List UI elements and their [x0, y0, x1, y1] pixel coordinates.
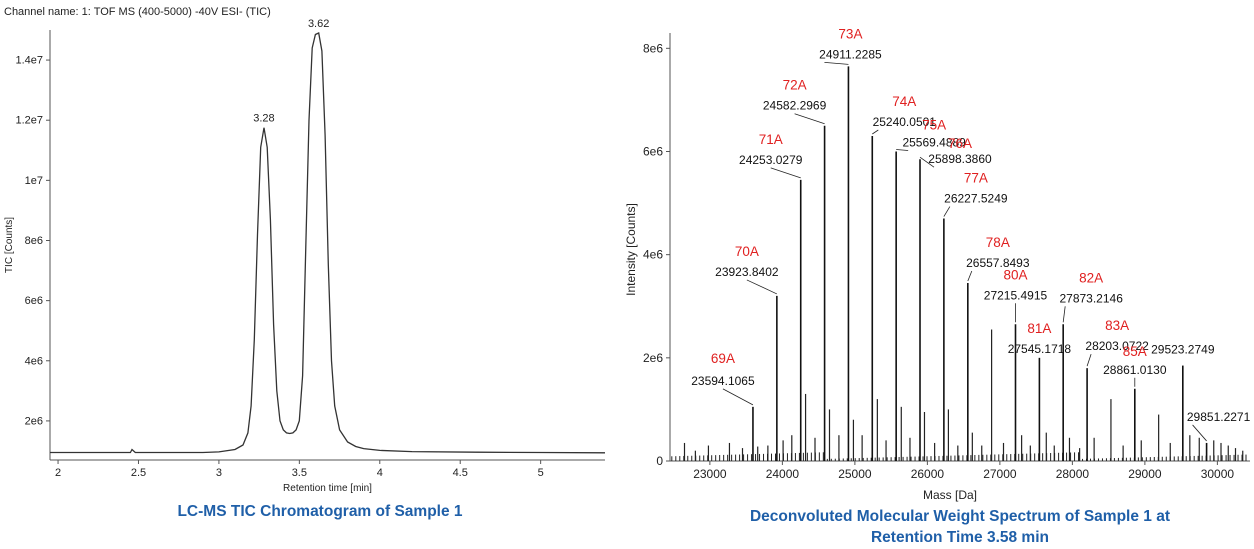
- peak-leader-line: [967, 270, 973, 282]
- y-axis-title: TIC [Counts]: [4, 217, 15, 273]
- y-tick-label: 4e6: [643, 248, 663, 262]
- peak-leader-line: [824, 61, 849, 65]
- peak-mass-label: 28861.0130: [1103, 363, 1167, 377]
- peak-leader-line: [896, 149, 909, 151]
- tic-chromatogram-chart: 2e6 4e6 6e6 8e6 1e7 1.2e7 1.4e7 2 2.5 3 3.5 4 4.5 5 Re…: [4, 18, 606, 494]
- peak-label: 3.62: [308, 18, 329, 30]
- peak-mass-label: 23594.1065: [691, 374, 755, 388]
- y-axis-title: Intensity [Counts]: [624, 203, 638, 296]
- peak-mass-label: 28203.0722: [1085, 339, 1149, 353]
- peak-label: 3.28: [253, 113, 274, 125]
- peak-mass-label: 26227.5249: [944, 192, 1008, 206]
- x-tick-label: 3: [216, 467, 222, 479]
- tic-chart-caption: LC-MS TIC Chromatogram of Sample 1: [177, 503, 463, 520]
- peak-mass-label: 27873.2146: [1059, 291, 1123, 305]
- y-tick-label: 1e7: [25, 175, 43, 187]
- peak-mass-label: 25569.4889: [902, 135, 966, 149]
- peak-charge-tag: 72A: [783, 78, 807, 93]
- y-tick-label: 2e6: [643, 351, 663, 365]
- peak-charge-tag: 83A: [1105, 318, 1129, 333]
- peak-charge-tag: 81A: [1027, 321, 1051, 336]
- peak-mass-label: 26557.8493: [966, 256, 1030, 270]
- peak-charge-tag: 69A: [711, 351, 735, 366]
- channel-name-header: Channel name: 1: TOF MS (400-5000) -40V …: [4, 6, 271, 18]
- x-tick-label: 3.5: [292, 467, 307, 479]
- x-tick-label: 25000: [838, 467, 872, 481]
- peak-leader-line: [746, 279, 778, 295]
- peak-leader-line: [943, 206, 951, 217]
- y-tick-label: 6e6: [25, 295, 43, 307]
- x-tick-label: 4: [377, 467, 383, 479]
- peak-mass-label: 24253.0279: [739, 153, 803, 167]
- peak-charge-tag: 74A: [892, 94, 916, 109]
- peak-mass-label: 25240.0501: [873, 115, 937, 129]
- y-tick-label: 1.2e7: [15, 115, 43, 127]
- y-tick-label: 1.4e7: [15, 55, 43, 67]
- peak-charge-tag: 82A: [1079, 270, 1103, 285]
- peak-charge-tag: 80A: [1003, 267, 1027, 282]
- peak-charge-tag: 75A: [922, 117, 946, 132]
- x-axis-title: Retention time [min]: [283, 483, 372, 494]
- mass-spectrum-chart: 0 2e6 4e6 6e6 8e6 23000 24000 25000 26000 27000 28…: [624, 26, 1251, 502]
- peak-mass-label: 29523.2749: [1151, 343, 1215, 357]
- x-tick-label: 2: [55, 467, 61, 479]
- peak-leader-line: [1192, 424, 1207, 442]
- peak-charge-tag: 78A: [986, 235, 1010, 250]
- y-tick-label: 8e6: [25, 235, 43, 247]
- x-tick-label: 24000: [766, 467, 800, 481]
- y-tick-label: 2e6: [25, 415, 43, 427]
- y-tick-label: 0: [656, 454, 663, 468]
- peak-leader-line: [794, 113, 825, 125]
- x-tick-label: 4.5: [453, 467, 468, 479]
- peak-leader-line: [919, 156, 935, 168]
- peak-charge-tag: 77A: [964, 171, 988, 186]
- peak-leader-line: [1086, 354, 1092, 367]
- peak-leader-line: [872, 129, 879, 135]
- peak-leader-line: [770, 167, 801, 179]
- x-tick-label: 26000: [911, 467, 945, 481]
- x-tick-label: 2.5: [131, 467, 146, 479]
- peak-charge-tag: 73A: [838, 26, 862, 41]
- x-tick-label: 28000: [1056, 467, 1090, 481]
- peak-leader-line: [1062, 306, 1066, 323]
- peak-charge-tag: 76A: [948, 136, 972, 151]
- peak-mass-label: 27215.4915: [984, 288, 1048, 302]
- x-tick-label: 5: [538, 467, 544, 479]
- x-tick-label: 30000: [1201, 467, 1235, 481]
- x-tick-label: 29000: [1128, 467, 1162, 481]
- y-tick-label: 4e6: [25, 355, 43, 367]
- y-tick-label: 8e6: [643, 41, 663, 55]
- peak-mass-label: 23923.8402: [715, 265, 779, 279]
- peak-mass-label: 25898.3860: [928, 152, 992, 166]
- peak-mass-label: 24582.2969: [763, 99, 827, 113]
- peak-mass-label: 24911.2285: [819, 47, 882, 61]
- x-axis-title: Mass [Da]: [923, 488, 977, 502]
- x-tick-label: 23000: [693, 467, 727, 481]
- peak-charge-tag: 85A: [1123, 344, 1147, 359]
- peak-charge-tag: 70A: [735, 244, 759, 259]
- y-tick-label: 6e6: [643, 144, 663, 158]
- tic-trace-line: [50, 32, 606, 454]
- spectrum-chart-caption: Deconvoluted Molecular Weight Spectrum o…: [749, 508, 1170, 546]
- peak-leader-line: [722, 388, 754, 406]
- x-tick-label: 27000: [983, 467, 1017, 481]
- peak-mass-label: 29851.2271: [1187, 410, 1251, 424]
- peak-mass-label: 27545.1718: [1008, 342, 1072, 356]
- peak-charge-tag: 71A: [759, 132, 783, 147]
